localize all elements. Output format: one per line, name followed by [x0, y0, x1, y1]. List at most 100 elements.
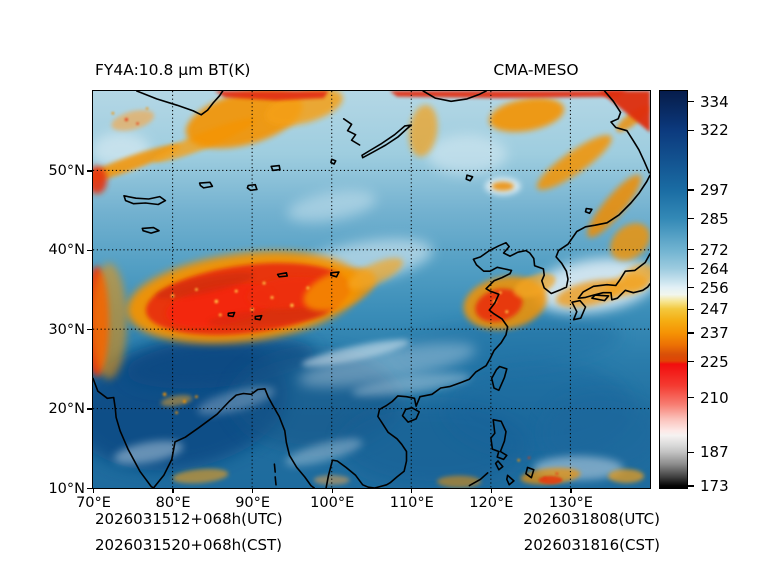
y-axis-tick [87, 329, 92, 331]
x-tick-label: 100°E [310, 494, 355, 511]
y-tick-label: 10°N [48, 480, 85, 497]
island-outline [401, 407, 420, 423]
colorbar-tick-label: 272 [700, 240, 729, 259]
bt-feature-blob [437, 475, 482, 488]
bt-feature-blob [608, 469, 645, 484]
colorbar-tick-label: 334 [700, 92, 729, 111]
bt-feature-blob [426, 134, 507, 175]
colorbar-tick-label: 322 [700, 121, 729, 140]
coastline [468, 472, 489, 487]
lake-outline [584, 207, 593, 215]
x-axis-tick [570, 488, 572, 493]
coastline [93, 377, 155, 488]
colorbar-tick [688, 248, 694, 251]
bt-feature-blob [172, 468, 229, 484]
lake-outline [227, 311, 236, 318]
coastline [152, 388, 315, 488]
coastline [325, 174, 650, 488]
bt-feature-blob [93, 263, 127, 380]
bt-feature-blob [285, 438, 363, 466]
coastline [273, 463, 276, 473]
x-tick-label: 130°E [548, 494, 593, 511]
colorbar-tick-label: 247 [700, 300, 729, 319]
bt-feature-blob [208, 307, 328, 327]
lake-outline [198, 181, 214, 189]
bt-feature-blob [408, 104, 438, 157]
island-outline [571, 299, 587, 321]
colorbar-tick [688, 332, 694, 334]
x-axis-tick [172, 488, 174, 493]
bt-feature-blob [542, 392, 650, 473]
bt-feature-blob [491, 181, 514, 191]
island-outline [490, 365, 508, 392]
x-tick-label: 90°E [235, 494, 271, 511]
valid-time-utc: 2026031808(UTC) [523, 510, 660, 528]
bt-feature-blob [513, 273, 556, 298]
map-plot-area [92, 90, 651, 489]
bt-feature-blob [197, 386, 275, 415]
bt-feature-blob [475, 288, 523, 323]
bt-feature-blob [610, 223, 650, 261]
x-axis-tick [411, 488, 413, 493]
coastline [274, 476, 277, 486]
x-tick-label: 70°E [76, 494, 111, 511]
bt-feature-band [389, 91, 628, 99]
bt-feature-blob [538, 476, 563, 485]
coastline [577, 253, 650, 299]
bt-feature-blob [160, 395, 193, 407]
y-tick-label: 20°N [48, 401, 85, 418]
bt-feature-band [214, 91, 329, 101]
x-axis-tick [490, 488, 493, 493]
island-outline [506, 474, 515, 486]
y-tick-label: 50°N [48, 162, 85, 179]
island-outline [494, 460, 504, 471]
coastline [577, 283, 650, 301]
x-tick-label: 120°E [469, 494, 514, 511]
island-outline [525, 466, 535, 479]
bt-feature-blob [298, 342, 477, 388]
y-tick-label: 30°N [48, 321, 85, 338]
coastline [603, 91, 650, 174]
bt-feature-blob [313, 475, 350, 486]
x-axis-tick [251, 488, 254, 493]
colorbar-tick-label: 173 [700, 476, 729, 495]
y-axis-tick [87, 487, 92, 490]
lake-outline [330, 158, 337, 165]
lake-outline [270, 164, 281, 172]
colorbar-tick [688, 268, 694, 270]
y-axis-tick [87, 170, 92, 172]
bt-feature-blob [587, 174, 642, 238]
colorbar-tick [688, 129, 694, 132]
bt-feature-blob [537, 135, 612, 190]
x-tick-label: 80°E [155, 494, 191, 511]
lake-outline [123, 195, 167, 206]
bt-feature-blob [489, 97, 565, 132]
colorbar-tick [688, 361, 694, 363]
y-tick-label: 40°N [48, 242, 85, 259]
colorbar-tick [688, 308, 694, 310]
bt-feature-band [599, 91, 650, 133]
colorbar-tick-label: 225 [700, 352, 729, 371]
bt-feature-blob [155, 272, 254, 299]
colorbar-tick [688, 100, 694, 103]
lake-outline [276, 272, 288, 278]
coastline [136, 91, 224, 116]
init-time-utc: 2026031512+068h(UTC) [95, 510, 283, 528]
bt-feature-blob [114, 440, 184, 464]
island-outline [591, 294, 610, 302]
colorbar-tick [688, 451, 694, 454]
colorbar-tick [688, 485, 694, 487]
bt-feature-blob [347, 258, 403, 290]
colorbar-tick [688, 189, 694, 191]
y-axis-tick [87, 408, 92, 410]
y-axis-tick [87, 249, 92, 251]
lake-outline [141, 226, 160, 234]
lake-outline [465, 174, 474, 182]
colorbar-tick-label: 264 [700, 259, 729, 278]
lake-outline [254, 314, 263, 321]
colorbar-tick [688, 217, 694, 220]
x-axis-tick [331, 488, 333, 493]
bt-feature-blob [111, 109, 155, 131]
valid-time-cst: 2026031816(CST) [523, 536, 660, 554]
